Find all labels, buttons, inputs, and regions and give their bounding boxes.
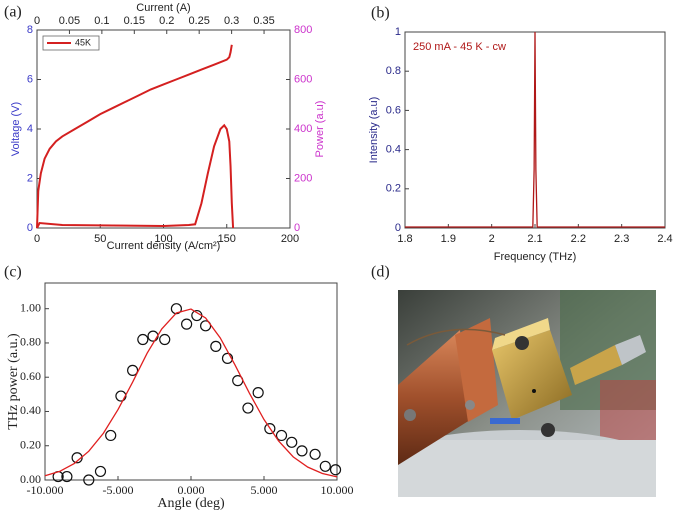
y-tick-label: 0.60 [20, 369, 41, 383]
scatter-point [319, 460, 331, 472]
scatter-point [83, 474, 95, 486]
panel-label: (c) [4, 264, 22, 281]
x-tick-label: 5.000 [251, 483, 278, 497]
scatter-point [94, 465, 107, 478]
scatter-point [275, 429, 288, 442]
x-axis-title: Angle (deg) [157, 496, 225, 511]
scatter-point [264, 423, 276, 435]
scatter-point [210, 340, 222, 352]
x-tick-label: 0 [34, 233, 40, 245]
photo [398, 290, 656, 497]
x2-tick-label: 0.05 [59, 15, 80, 27]
x-axis-title: Current density (A/cm²) [107, 240, 221, 252]
x-tick-label: 1.9 [441, 233, 456, 245]
y-tick-label: 1 [395, 26, 401, 38]
scatter-point [221, 352, 234, 364]
x-tick-label: 50 [94, 233, 106, 245]
y-tick-label: 0.40 [20, 403, 41, 417]
scatter-point [147, 330, 159, 342]
y-tick-label: 0.8 [386, 65, 401, 77]
y-tick-label: 0.20 [20, 437, 41, 451]
y-tick-label: 6 [27, 73, 33, 85]
scatter-point [105, 429, 117, 442]
y2-tick-label: 0 [294, 222, 300, 234]
scatter-point [115, 390, 127, 402]
y-tick-label: 2 [27, 172, 33, 184]
scatter-point [329, 464, 342, 476]
data-line [36, 44, 233, 229]
x-tick-label: 200 [281, 233, 299, 245]
x2-tick-label: 0.2 [159, 15, 174, 27]
y-tick-label: 0.00 [20, 472, 41, 486]
scatter-point [127, 364, 139, 376]
y-axis-title: THz power (a.u.) [6, 333, 21, 430]
x-tick-label: 1.8 [397, 233, 412, 245]
y-tick-label: 0 [27, 222, 33, 234]
scatter-point [309, 448, 321, 460]
x-tick-label: 0.000 [178, 483, 205, 497]
data-line [44, 308, 338, 478]
x2-tick-label: 0.15 [124, 15, 145, 27]
x2-tick-label: 0.1 [94, 15, 109, 27]
y-tick-label: 1.00 [20, 300, 41, 314]
x-axis-title: Frequency (THz) [494, 251, 577, 263]
scatter-point [286, 436, 298, 448]
x-tick-label: 2.2 [571, 233, 586, 245]
panel-label: (b) [371, 5, 390, 22]
y-tick-label: 0.2 [386, 183, 401, 195]
x-tick-label: 2 [489, 233, 495, 245]
x-tick-label: 2.3 [614, 233, 629, 245]
annotation: 250 mA - 45 K - cw [413, 41, 506, 53]
y2-tick-label: 200 [294, 172, 312, 184]
y2-tick-label: 800 [294, 24, 312, 36]
x-tick-label: 150 [218, 233, 236, 245]
x-tick-label: 100 [154, 233, 172, 245]
scatter-point [61, 470, 73, 483]
y-tick-label: 0.4 [386, 144, 401, 156]
scatter-point [137, 333, 149, 346]
y2-axis-title: Power (a.u) [314, 101, 326, 158]
scatter-point [252, 387, 264, 399]
y-axis-title: Voltage (V) [10, 102, 22, 156]
y-tick-label: 8 [27, 24, 33, 36]
x-tick-label: -10.000 [27, 483, 64, 497]
x-tick-label: 2.1 [527, 233, 542, 245]
y2-tick-label: 600 [294, 73, 312, 85]
y-axis-title: Intensity (a.u) [368, 97, 380, 164]
y-tick-label: 0.6 [386, 104, 401, 116]
data-line [405, 31, 665, 228]
scatter-point [242, 402, 254, 414]
y-tick-label: 0.80 [20, 335, 41, 349]
legend-label: 45K [75, 37, 91, 47]
scatter-point [159, 333, 171, 346]
scatter-point [181, 318, 193, 330]
scatter-point [296, 445, 308, 457]
panel-label: (d) [371, 264, 390, 281]
panel-label: (a) [4, 4, 22, 21]
x2-tick-label: 0.3 [224, 15, 239, 27]
x-tick-label: -5.000 [103, 483, 134, 497]
x2-axis-title: Current (A) [136, 2, 190, 14]
data-line [36, 123, 235, 229]
x2-tick-label: 0 [34, 15, 40, 27]
x-tick-label: 10.000 [321, 483, 354, 497]
y-tick-label: 0 [395, 222, 401, 234]
y2-tick-label: 400 [294, 123, 312, 135]
x2-tick-label: 0.35 [253, 15, 274, 27]
y-tick-label: 4 [27, 123, 33, 135]
scatter-point [71, 452, 83, 464]
x2-tick-label: 0.25 [188, 15, 209, 27]
x-tick-label: 2.4 [657, 233, 672, 245]
